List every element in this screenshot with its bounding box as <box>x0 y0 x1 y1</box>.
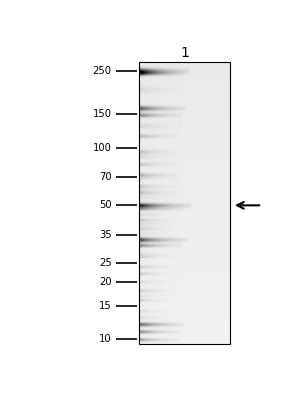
Text: 20: 20 <box>99 277 112 287</box>
Text: 250: 250 <box>92 66 112 76</box>
Text: 150: 150 <box>92 109 112 119</box>
Text: 70: 70 <box>99 172 112 182</box>
Text: 35: 35 <box>99 230 112 240</box>
Text: 25: 25 <box>99 258 112 268</box>
Text: 100: 100 <box>93 143 112 153</box>
Text: 10: 10 <box>99 334 112 344</box>
Text: 50: 50 <box>99 200 112 210</box>
Text: 1: 1 <box>180 46 189 60</box>
Text: 15: 15 <box>99 301 112 311</box>
